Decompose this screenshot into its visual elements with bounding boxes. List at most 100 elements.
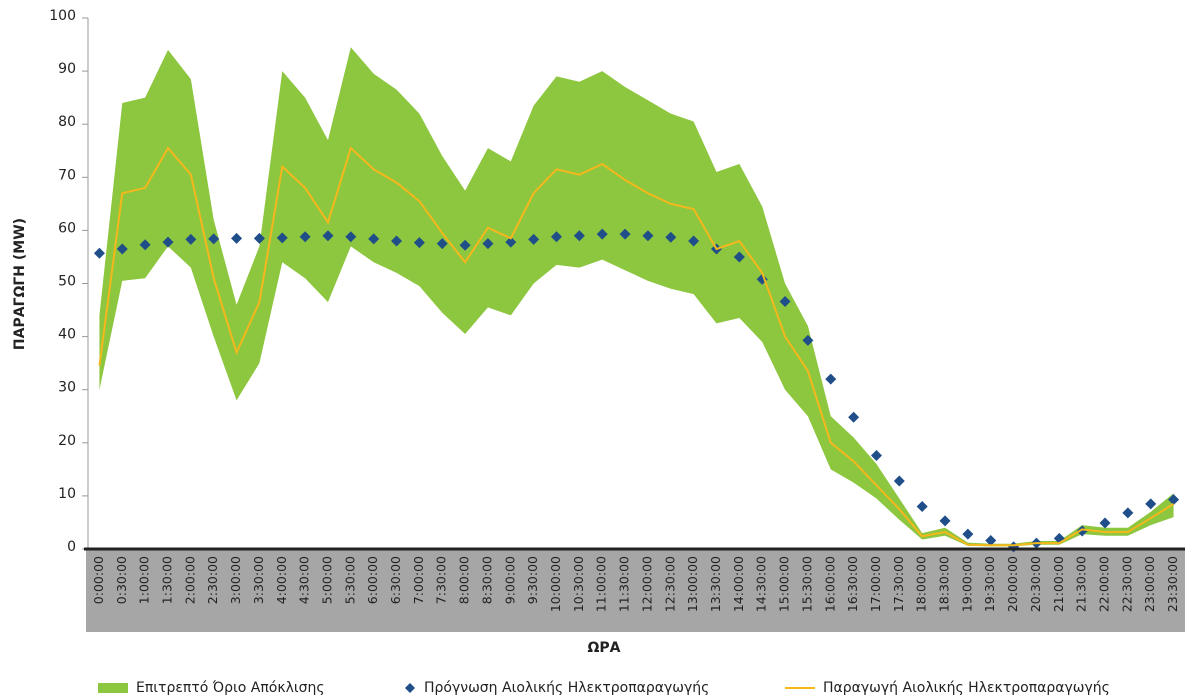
x-tick-label: 9:00:00 <box>502 556 517 604</box>
x-tick-label: 0:30:00 <box>114 556 129 604</box>
x-tick-label: 12:30:00 <box>662 556 677 612</box>
x-tick-label: 16:30:00 <box>845 556 860 612</box>
x-tick-label: 0:00:00 <box>91 556 106 604</box>
forecast-marker <box>436 238 448 250</box>
x-tick-label: 21:00:00 <box>1051 556 1066 612</box>
forecast-marker <box>596 228 608 240</box>
x-tick-label: 1:00:00 <box>137 556 152 604</box>
forecast-marker <box>391 235 403 247</box>
forecast-marker <box>825 373 837 385</box>
forecast-marker <box>1145 498 1157 510</box>
x-tick-label: 6:30:00 <box>388 556 403 604</box>
y-tick-label: 60 <box>58 220 76 236</box>
x-tick-label: 22:00:00 <box>1097 556 1112 612</box>
x-tick-label: 8:00:00 <box>457 556 472 604</box>
y-tick-label: 30 <box>58 380 76 396</box>
x-tick-label: 4:00:00 <box>274 556 289 604</box>
forecast-marker <box>505 236 517 248</box>
y-axis-title: ΠΑΡΑΓΩΓΗ (MW) <box>12 218 28 350</box>
x-tick-label: 13:00:00 <box>685 556 700 612</box>
forecast-marker <box>482 238 494 250</box>
forecast-marker <box>276 232 288 244</box>
y-tick-label: 50 <box>58 274 76 290</box>
forecast-marker <box>870 450 882 462</box>
y-tick-label: 90 <box>58 61 76 77</box>
y-tick-label: 20 <box>58 433 76 449</box>
forecast-marker <box>253 232 265 244</box>
legend-swatch <box>98 683 128 693</box>
forecast-marker <box>939 515 951 527</box>
x-tick-label: 6:00:00 <box>365 556 380 604</box>
forecast-marker <box>665 231 677 243</box>
forecast-marker <box>528 233 540 245</box>
forecast-marker <box>162 236 174 248</box>
forecast-marker <box>619 228 631 240</box>
x-tick-label: 4:30:00 <box>297 556 312 604</box>
x-tick-label: 16:00:00 <box>822 556 837 612</box>
x-tick-label: 1:30:00 <box>159 556 174 604</box>
x-tick-label: 15:00:00 <box>777 556 792 612</box>
x-tick-label: 21:30:00 <box>1074 556 1089 612</box>
x-tick-label: 12:00:00 <box>639 556 654 612</box>
x-tick-label: 7:30:00 <box>434 556 449 604</box>
deviation-band <box>99 47 1174 547</box>
x-axis-band <box>86 550 1185 632</box>
x-tick-label: 7:00:00 <box>411 556 426 604</box>
forecast-marker <box>916 501 928 513</box>
x-tick-label: 9:30:00 <box>525 556 540 604</box>
forecast-marker <box>1168 494 1180 506</box>
forecast-marker <box>208 233 220 245</box>
x-tick-label: 5:00:00 <box>319 556 334 604</box>
x-tick-label: 20:00:00 <box>1005 556 1020 612</box>
x-tick-label: 8:30:00 <box>479 556 494 604</box>
legend-swatch <box>405 683 415 693</box>
y-tick-label: 0 <box>67 539 76 555</box>
forecast-marker <box>93 247 105 259</box>
forecast-marker <box>1099 517 1111 529</box>
forecast-marker <box>688 235 700 247</box>
x-tick-label: 23:00:00 <box>1142 556 1157 612</box>
legend-label: Επιτρεπτό Όριο Απόκλισης <box>136 680 325 696</box>
y-tick-label: 100 <box>49 8 76 24</box>
legend-label: Πρόγνωση Αιολικής Ηλεκτροπαραγωγής <box>424 680 709 696</box>
x-tick-label: 5:30:00 <box>342 556 357 604</box>
forecast-marker <box>116 243 128 255</box>
forecast-marker <box>139 239 151 251</box>
forecast-marker <box>848 411 860 423</box>
forecast-marker <box>962 528 974 540</box>
x-tick-label: 2:30:00 <box>205 556 220 604</box>
forecast-marker <box>299 231 311 243</box>
x-tick-label: 18:30:00 <box>937 556 952 612</box>
x-tick-label: 11:00:00 <box>594 556 609 612</box>
x-tick-label: 17:00:00 <box>868 556 883 612</box>
x-tick-label: 14:00:00 <box>731 556 746 612</box>
forecast-marker <box>345 231 357 243</box>
y-tick-label: 40 <box>58 327 76 343</box>
forecast-marker <box>231 232 243 244</box>
forecast-marker <box>802 334 814 346</box>
forecast-marker <box>413 237 425 249</box>
y-tick-label: 70 <box>58 167 76 183</box>
x-tick-label: 3:30:00 <box>251 556 266 604</box>
y-tick-label: 10 <box>58 486 76 502</box>
x-tick-label: 19:00:00 <box>959 556 974 612</box>
x-tick-label: 20:30:00 <box>1028 556 1043 612</box>
forecast-marker <box>368 233 380 245</box>
forecast-marker <box>551 231 563 243</box>
forecast-marker <box>459 239 471 251</box>
x-tick-label: 18:00:00 <box>914 556 929 612</box>
x-tick-label: 11:30:00 <box>617 556 632 612</box>
forecast-marker <box>573 230 585 242</box>
x-tick-label: 10:00:00 <box>548 556 563 612</box>
x-tick-label: 2:00:00 <box>182 556 197 604</box>
forecast-marker <box>985 535 997 547</box>
forecast-marker <box>642 230 654 242</box>
forecast-marker <box>893 475 905 487</box>
production-line <box>98 146 1175 547</box>
y-tick-label: 80 <box>58 114 76 130</box>
legend-label: Παραγωγή Αιολικής Ηλεκτροπαραγωγής <box>823 680 1110 696</box>
x-tick-label: 19:30:00 <box>982 556 997 612</box>
x-tick-label: 14:30:00 <box>754 556 769 612</box>
forecast-marker <box>322 230 334 242</box>
